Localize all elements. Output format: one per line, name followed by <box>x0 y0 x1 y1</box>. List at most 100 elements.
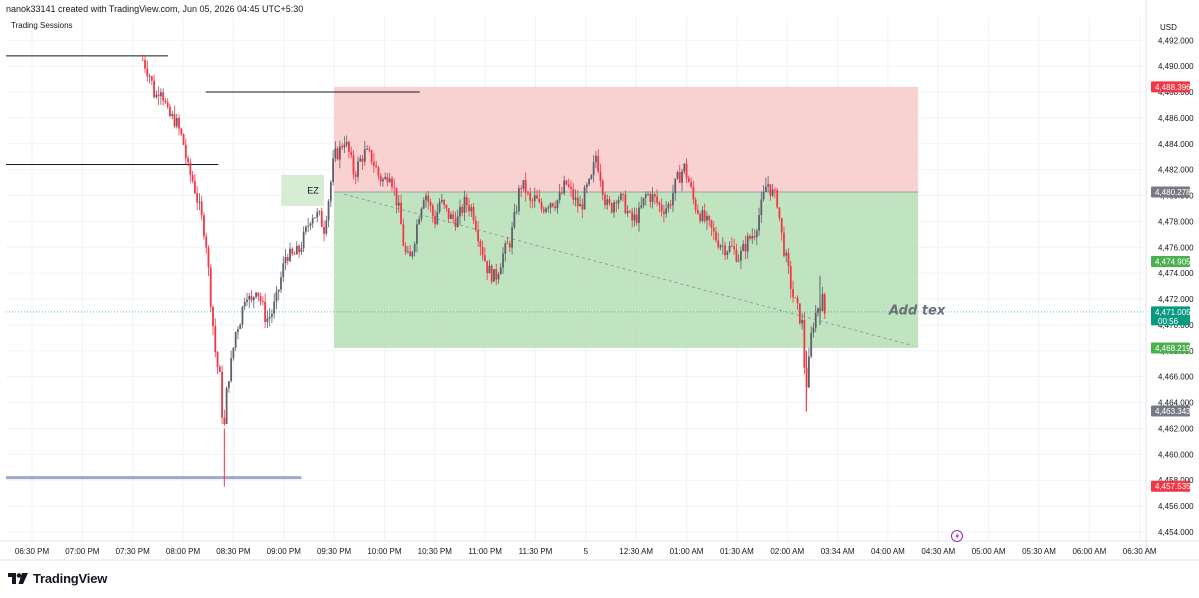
candle-body <box>370 150 373 162</box>
candle-body <box>690 182 692 187</box>
candle-body <box>703 210 706 221</box>
candle-body <box>323 226 325 234</box>
candle-body <box>656 196 658 203</box>
candle-body <box>529 192 532 201</box>
price-axis-bg <box>1146 0 1199 560</box>
tradingview-logo[interactable]: TradingView <box>8 571 107 586</box>
time-tick-label: 06:30 PM <box>15 547 50 556</box>
candle-body <box>712 227 715 232</box>
candle-body <box>674 178 677 194</box>
candle-body <box>717 240 720 248</box>
candle-body <box>148 76 151 78</box>
price-tick-label: 4,492.000 <box>1158 36 1194 45</box>
candle-body <box>166 102 169 107</box>
candle-body <box>536 195 538 199</box>
candle-body <box>497 274 500 280</box>
candle-body <box>384 177 387 180</box>
candle-body <box>551 203 554 207</box>
candle-body <box>338 146 341 160</box>
candle-body <box>728 245 731 252</box>
price-tick-label: 4,464.000 <box>1158 399 1194 408</box>
candle-body <box>561 192 563 194</box>
candle-body <box>667 204 670 209</box>
candle-body <box>762 191 765 200</box>
candle-body <box>171 114 174 116</box>
candle-body <box>808 356 810 388</box>
candle-body <box>191 174 194 181</box>
candle-body <box>624 194 627 214</box>
price-level-badge <box>1151 306 1190 326</box>
candle-body <box>504 243 507 254</box>
candle-body <box>187 158 189 163</box>
candle-body <box>327 201 330 221</box>
candle-body <box>189 162 192 175</box>
ez-zone <box>281 174 325 206</box>
candle-body <box>672 193 674 206</box>
candle-body <box>255 292 257 298</box>
candle-body <box>459 206 461 217</box>
candle-body <box>649 194 652 202</box>
candle-body <box>776 190 779 208</box>
time-tick-label: 08:00 PM <box>166 547 201 556</box>
candle-body <box>540 202 543 210</box>
price-level-badge <box>1151 255 1190 267</box>
annotations: Add tex <box>888 304 946 319</box>
candle-body <box>248 295 251 300</box>
price-tick-label: 4,466.000 <box>1158 373 1194 382</box>
candle-body <box>558 192 561 201</box>
candle-body <box>416 224 418 244</box>
candle-body <box>574 197 577 200</box>
price-level-badge <box>1151 405 1190 417</box>
candle-body <box>737 260 740 262</box>
candle-body <box>257 292 260 297</box>
tradingview-brand: TradingView <box>33 571 108 586</box>
candle-body <box>792 289 794 298</box>
candle-body <box>710 220 713 228</box>
candle-body <box>585 184 588 188</box>
price-level-value: 4,471.005 <box>1155 308 1191 317</box>
candle-body <box>311 217 314 224</box>
candle-body <box>146 68 149 77</box>
candle-body <box>606 199 609 206</box>
lightning-icon[interactable] <box>951 530 963 542</box>
candle-body <box>354 174 357 177</box>
time-tick-label: 10:00 PM <box>367 547 402 556</box>
candle-body <box>556 200 559 209</box>
candle-body <box>658 202 661 205</box>
candle-body <box>676 172 679 179</box>
candle-body <box>794 297 797 299</box>
chart-attribution: nanok33141 created with TradingView.com,… <box>6 4 304 14</box>
candle-body <box>447 208 450 219</box>
candle-body <box>289 248 291 261</box>
time-tick-label: 11:30 PM <box>519 547 553 556</box>
candle-body <box>801 319 804 324</box>
candle-body <box>629 211 631 212</box>
candle-body <box>325 220 328 234</box>
candle-body <box>715 231 717 241</box>
candle-body <box>234 332 237 348</box>
currency-label[interactable]: USD <box>1160 23 1177 32</box>
indicator-label[interactable]: Trading Sessions <box>11 21 73 30</box>
candle-body <box>753 236 756 238</box>
candle-body <box>309 223 312 226</box>
candle-body <box>787 252 790 267</box>
candle-body <box>298 245 301 253</box>
candle-body <box>293 254 296 255</box>
candle-body <box>225 387 228 425</box>
candle-body <box>332 158 334 183</box>
candle-body <box>708 215 711 221</box>
candle-body <box>814 312 817 328</box>
price-tick-label: 4,460.000 <box>1158 450 1194 459</box>
candle-body <box>280 277 282 290</box>
candle-body <box>515 211 518 213</box>
candle-body <box>798 303 801 324</box>
price-level-value: 4,474.905 <box>1155 257 1191 266</box>
candle-body <box>386 177 389 183</box>
candle-body <box>812 327 815 333</box>
candle-body <box>431 205 434 216</box>
candle-body <box>175 117 178 127</box>
candle-body <box>554 206 557 209</box>
candle-body <box>203 215 205 237</box>
candle-body <box>542 209 545 212</box>
